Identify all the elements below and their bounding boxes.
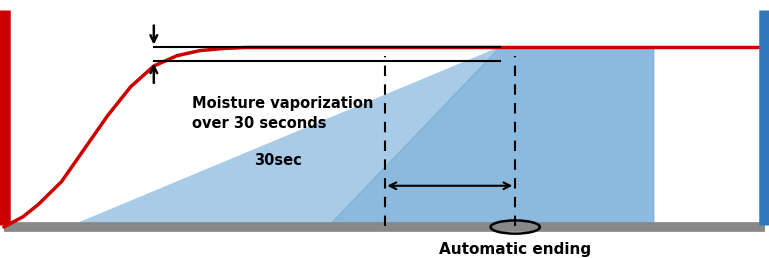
- Text: Automatic ending: Automatic ending: [439, 242, 591, 257]
- Text: 30sec: 30sec: [254, 154, 301, 168]
- Polygon shape: [328, 47, 654, 227]
- Text: Moisture vaporization
over 30 seconds: Moisture vaporization over 30 seconds: [192, 96, 374, 131]
- Polygon shape: [69, 47, 654, 227]
